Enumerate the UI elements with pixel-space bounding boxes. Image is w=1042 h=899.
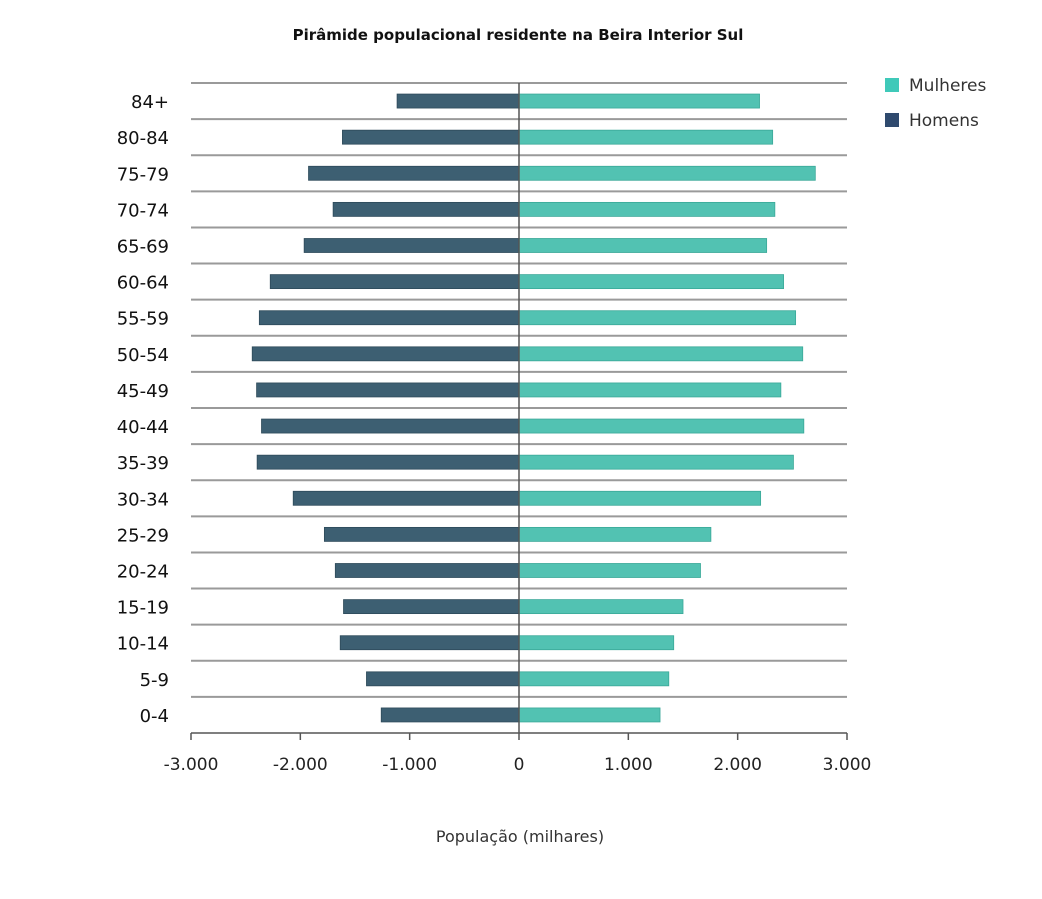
y-tick-label: 30-34: [117, 489, 169, 510]
x-tick-label: 3.000: [823, 755, 872, 775]
x-tick-label: 2.000: [713, 755, 762, 775]
x-tick-label: -2.000: [273, 755, 328, 775]
bar-mulheres-20-24: [518, 563, 701, 578]
bar-mulheres-75-79: [518, 165, 816, 181]
bar-homens-65-69: [303, 238, 520, 253]
y-tick-label: 25-29: [117, 525, 169, 546]
bar-mulheres-84+: [518, 93, 760, 109]
bar-homens-5-9: [366, 671, 520, 687]
bar-homens-15-19: [343, 599, 520, 615]
y-tick-label: 50-54: [117, 345, 169, 366]
x-tick-label: -1.000: [382, 755, 437, 775]
y-tick-label: 10-14: [117, 634, 169, 655]
bar-mulheres-70-74: [518, 201, 776, 217]
bar-mulheres-0-4: [518, 707, 661, 723]
legend-swatch-mulheres: [885, 78, 899, 92]
chart-title: Pirâmide populacional residente na Beira…: [293, 26, 744, 44]
bar-mulheres-65-69: [518, 238, 768, 253]
bar-homens-45-49: [256, 382, 520, 398]
bar-homens-30-34: [292, 490, 520, 506]
bar-mulheres-30-34: [518, 490, 762, 506]
y-tick-label: 70-74: [117, 200, 169, 221]
bar-homens-25-29: [323, 526, 520, 542]
y-tick-label: 5-9: [140, 670, 169, 691]
bar-mulheres-55-59: [518, 310, 797, 326]
y-tick-label: 60-64: [117, 273, 169, 294]
bar-mulheres-5-9: [518, 671, 670, 687]
bar-homens-35-39: [256, 454, 520, 470]
bar-homens-10-14: [339, 635, 520, 651]
y-tick-label: 45-49: [117, 381, 169, 402]
bar-mulheres-80-84: [518, 129, 774, 145]
bar-homens-50-54: [251, 346, 520, 362]
bar-mulheres-15-19: [518, 599, 684, 615]
y-tick-label: 20-24: [117, 562, 169, 583]
bar-homens-20-24: [334, 563, 520, 578]
legend-label-homens: Homens: [909, 111, 979, 131]
legend-label-mulheres: Mulheres: [909, 76, 986, 96]
bar-homens-80-84: [342, 129, 520, 145]
bar-mulheres-10-14: [518, 635, 675, 651]
bar-mulheres-50-54: [518, 346, 804, 362]
bar-homens-55-59: [258, 310, 520, 326]
bar-homens-70-74: [332, 201, 520, 217]
x-tick-label: -3.000: [164, 755, 219, 775]
y-tick-label: 80-84: [117, 128, 169, 149]
y-tick-label: 65-69: [117, 237, 169, 258]
bar-mulheres-60-64: [518, 274, 784, 290]
y-tick-label: 75-79: [117, 164, 169, 185]
bar-homens-60-64: [269, 274, 520, 290]
x-tick-label: 0: [514, 755, 525, 775]
x-tick-label: 1.000: [604, 755, 653, 775]
y-tick-label: 0-4: [140, 706, 169, 727]
y-tick-label: 40-44: [117, 417, 169, 438]
y-tick-label: 35-39: [117, 453, 169, 474]
bar-homens-84+: [396, 93, 520, 109]
y-tick-label: 84+: [131, 92, 169, 113]
y-tick-label: 15-19: [117, 598, 169, 619]
bar-mulheres-35-39: [518, 454, 794, 470]
bar-homens-40-44: [261, 418, 520, 434]
bar-homens-0-4: [380, 707, 520, 723]
bar-mulheres-45-49: [518, 382, 782, 398]
y-tick-label: 55-59: [117, 309, 169, 330]
legend-swatch-homens: [885, 113, 899, 127]
bar-mulheres-40-44: [518, 418, 805, 434]
bar-mulheres-25-29: [518, 526, 712, 542]
x-axis-label: População (milhares): [436, 827, 604, 846]
bar-homens-75-79: [308, 165, 520, 181]
